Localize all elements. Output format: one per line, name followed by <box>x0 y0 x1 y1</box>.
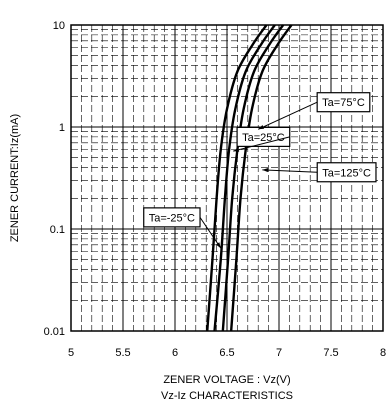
y-tick-labels: 0.01 0.1 1 10 <box>44 20 65 338</box>
curve-series-1 <box>206 24 268 332</box>
annotation-arrowhead <box>233 147 240 152</box>
annotation-leader <box>233 136 290 152</box>
x-tick-label: 5.5 <box>115 347 130 359</box>
annotation-label: Ta=125°C <box>322 167 371 179</box>
annotation-leader <box>262 169 318 173</box>
x-tick-label: 6.5 <box>219 347 234 359</box>
y-tick-label: 1 <box>59 122 65 134</box>
annotation: Ta=-25°C <box>143 207 222 249</box>
annotation-label: Ta=25°C <box>242 132 285 144</box>
annotation: Ta=25°C <box>233 126 291 152</box>
x-tick-label: 7.5 <box>323 347 338 359</box>
curve-series-3 <box>221 24 285 332</box>
annotation-leader <box>199 217 222 249</box>
annotations: Ta=25°C Ta=75°C Ta=125°C Ta=-25°C <box>143 92 377 249</box>
annotation-label: Ta=-25°C <box>149 212 195 224</box>
x-tick-label: 5 <box>68 347 74 359</box>
annotation-leader <box>257 101 318 130</box>
x-tick-label: 6 <box>172 347 178 359</box>
annotation-arrowhead <box>262 168 269 173</box>
annotation-arrowhead <box>215 242 221 249</box>
plot-frame <box>70 24 384 332</box>
x-axis-label: ZENER VOLTAGE : Vz(V) <box>163 374 290 386</box>
annotation-arrowhead <box>258 125 265 130</box>
y-tick-label: 0.1 <box>50 224 65 236</box>
x-tick-label: 8 <box>380 347 386 359</box>
y-tick-label: 0.01 <box>44 326 65 338</box>
annotation-label: Ta=75°C <box>322 97 365 109</box>
y-tick-label: 10 <box>53 20 65 32</box>
curve-series-2 <box>213 24 276 332</box>
annotation: Ta=75°C <box>257 92 371 130</box>
annotation: Ta=125°C <box>262 162 377 183</box>
x-tick-labels: 5 5.5 6 6.5 7 7.5 8 <box>68 347 386 359</box>
x-tick-label: 7 <box>276 347 282 359</box>
y-axis-label: ZENER CURRENT:Iz(mA) <box>9 114 21 242</box>
curve-series-4 <box>229 24 293 332</box>
chart-caption: Vz-Iz CHARACTERISTICS <box>161 390 293 402</box>
